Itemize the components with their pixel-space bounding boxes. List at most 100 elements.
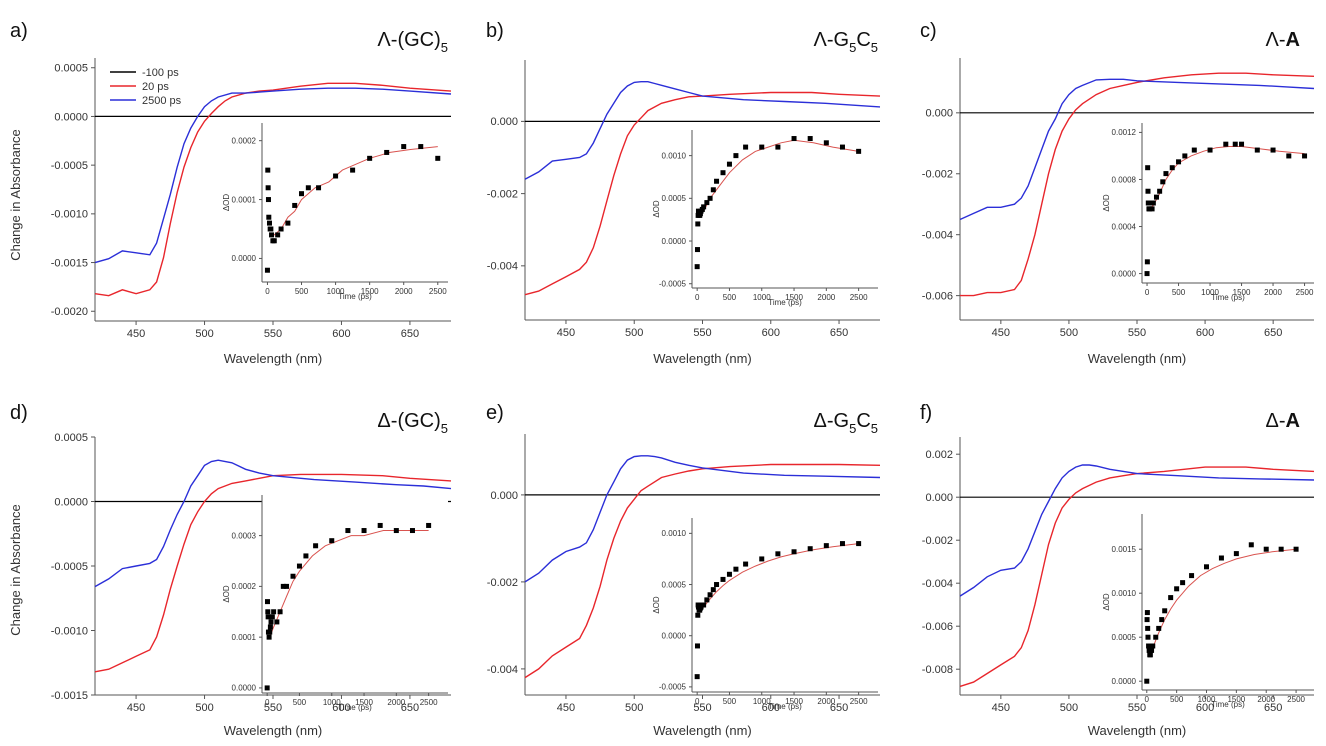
inset-x-label: Time (ps)	[1211, 293, 1245, 302]
inset-data-point	[1163, 171, 1169, 177]
inset-data-point	[823, 140, 829, 146]
inset-data-point	[694, 247, 700, 253]
inset-data-point	[271, 238, 277, 244]
inset-x-tick-label: 2000	[1264, 288, 1282, 297]
inset-y-tick-label: 0.0000	[662, 632, 687, 641]
main-x-tick-label: 450	[557, 702, 575, 714]
inset-data-point	[839, 144, 845, 150]
inset-data-point	[266, 214, 272, 220]
inset-y-tick-label: 0.0012	[1112, 128, 1137, 137]
inset-data-point	[265, 167, 271, 173]
inset-x-tick-label: 2000	[387, 698, 405, 707]
inset-data-point	[720, 576, 726, 582]
inset-y-tick-label: 0.0010	[662, 529, 687, 538]
x-axis-label: Wavelength (nm)	[653, 351, 752, 366]
main-x-tick-label: 550	[693, 702, 711, 714]
inset-x-tick-label: 1000	[1201, 288, 1219, 297]
inset-data-point	[266, 634, 272, 640]
main-x-tick-label: 600	[1196, 702, 1214, 714]
inset-data-point	[1263, 546, 1269, 552]
series-line-20ps	[524, 463, 881, 679]
inset-data-point	[694, 674, 700, 680]
inset-x-tick-label: 1500	[355, 698, 373, 707]
inset-data-point	[264, 599, 270, 605]
inset-chart: 0 500 1000 1500 2000 2500 0.0000 0.0005 0.0010 0.…	[1102, 514, 1314, 709]
inset-data-point	[714, 582, 720, 588]
inset-x-tick-label: 1000	[323, 698, 341, 707]
panel-title: Λ-(GC)5	[377, 29, 448, 55]
series-line-2500ps	[959, 78, 1315, 221]
panel-title-part: Λ-G	[814, 29, 850, 51]
panel-title-part: A	[1286, 410, 1300, 432]
main-x-tick-label: 450	[127, 328, 145, 340]
inset-data-point	[265, 185, 271, 191]
main-x-tick-label: 550	[264, 702, 282, 714]
inset-y-tick-label: 0.0002	[232, 136, 257, 145]
inset-data-point	[268, 226, 274, 232]
inset-data-point	[1157, 188, 1163, 194]
series-line-2500ps	[524, 81, 881, 180]
inset-data-point	[313, 543, 319, 549]
main-y-tick-label: -0.0010	[51, 209, 88, 221]
inset-x-tick-label: 2500	[420, 698, 438, 707]
inset-data-point	[271, 609, 277, 615]
panel-title-part: Δ-(GC)	[377, 410, 440, 432]
inset-y-tick-label: 0.0004	[1112, 222, 1137, 231]
inset-data-point	[775, 551, 781, 557]
inset-x-tick-label: 1500	[1227, 695, 1245, 704]
main-y-tick-label: 0.0000	[54, 111, 88, 123]
inset-data-point	[791, 136, 797, 142]
inset-data-point	[409, 528, 415, 534]
inset-fit-line	[269, 530, 429, 638]
inset-x-tick-label: 1500	[785, 293, 803, 302]
main-y-tick-label: 0.0000	[54, 496, 88, 508]
inset-data-point	[384, 149, 390, 155]
inset-data-point	[426, 522, 432, 528]
main-x-tick-label: 550	[1128, 327, 1146, 339]
inset-x-tick-label: 1500	[361, 287, 379, 296]
inset-data-point	[284, 583, 290, 589]
inset-data-point	[694, 643, 700, 649]
inset-y-tick-label: 0.0010	[1112, 589, 1137, 598]
inset-data-point	[1223, 141, 1229, 147]
inset-data-point	[1144, 617, 1150, 623]
inset-data-point	[701, 204, 707, 210]
inset-data-point	[710, 187, 716, 193]
inset-chart: 0 500 1000 1500 2000 2500 0.0000 0.0004 0.0008 0.…	[1102, 123, 1314, 302]
inset-data-point	[839, 541, 845, 547]
inset-data-point	[1270, 147, 1276, 153]
inset-data-point	[699, 206, 705, 212]
inset-y-label: ΔOD	[1102, 194, 1111, 212]
x-axis-label: Wavelength (nm)	[1088, 351, 1187, 366]
main-x-tick-label: 550	[264, 328, 282, 340]
panel-a: 450 500 550 600 650 -0.0020 -0.0015 -0.0010 -0.0…	[10, 20, 452, 366]
inset-data-point	[743, 561, 749, 567]
panel-title-part: Δ-G	[814, 410, 850, 432]
inset-data-point	[710, 587, 716, 593]
main-x-tick-label: 500	[625, 702, 643, 714]
y-axis-label-top: Change in Absorbance	[8, 129, 23, 261]
inset-data-point	[807, 136, 813, 142]
main-y-tick-label: -0.0005	[51, 561, 88, 573]
inset-x-label: Time (ps)	[768, 298, 802, 307]
series-line-20ps	[524, 91, 881, 296]
inset-data-point	[707, 592, 713, 598]
inset-data-point	[695, 612, 701, 618]
inset-x-tick-label: 1000	[753, 293, 771, 302]
inset-chart: 0 500 1000 1500 2000 2500 -0.0005 0.0000 0.0005 0…	[652, 130, 878, 307]
panel-label: a)	[10, 20, 28, 42]
inset-data-point	[856, 541, 862, 547]
series-line-2500ps	[959, 464, 1315, 597]
inset-data-point	[329, 538, 335, 544]
inset-data-point	[1233, 551, 1239, 557]
inset-data-point	[290, 573, 296, 579]
inset-data-point	[316, 185, 322, 191]
series-line-2500ps	[94, 87, 452, 264]
inset-data-point	[743, 144, 749, 150]
inset-data-point	[1162, 608, 1168, 614]
main-x-tick-label: 450	[992, 327, 1010, 339]
y-axis-label-bottom: Change in Absorbance	[8, 504, 23, 636]
main-y-tick-label: -0.002	[922, 535, 953, 547]
inset-y-tick-label: 0.0003	[232, 531, 257, 540]
inset-y-tick-label: 0.0015	[1112, 545, 1137, 554]
